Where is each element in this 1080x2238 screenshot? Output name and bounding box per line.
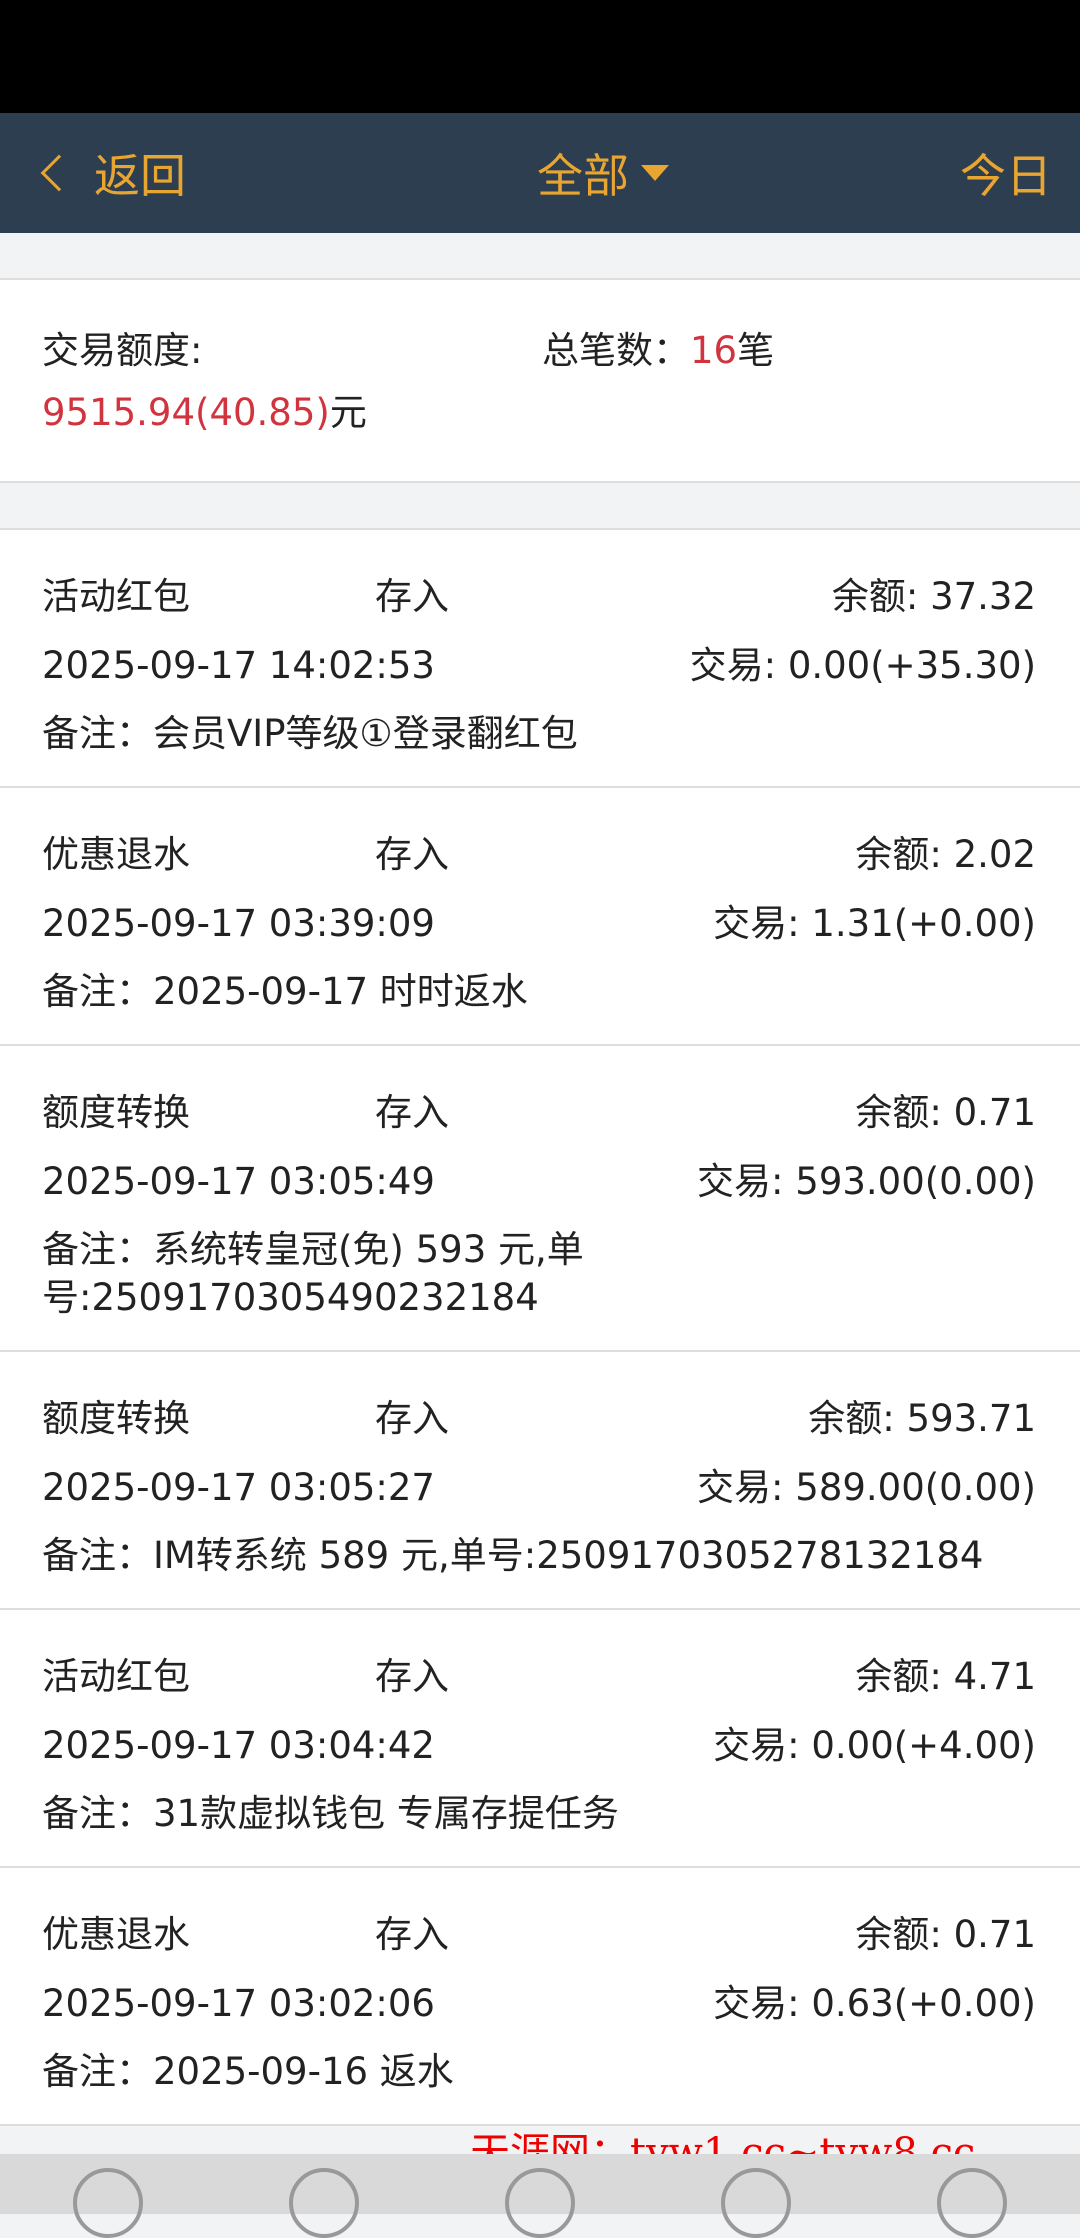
item-note: 备注：系统转皇冠(免) 593 元,单号:2509170305490232184 xyxy=(42,1228,584,1319)
item-trade: 交易: 1.31(+0.00) xyxy=(713,902,1036,945)
limit-label: 交易额度: xyxy=(42,329,203,372)
item-balance: 余额: 37.32 xyxy=(831,575,1036,618)
item-note: 备注：2025-09-16 返水 xyxy=(42,2050,454,2093)
browser-toolbar xyxy=(0,2154,1080,2238)
transaction-list: 活动红包 存入 余额: 37.32 2025-09-17 14:02:53 交易: 0… xyxy=(0,528,1080,2126)
item-time: 2025-09-17 03:02:06 xyxy=(42,1982,435,2025)
transaction-item: 优惠退水 存入 余额: 2.02 2025-09-17 03:39:09 交易: 1.… xyxy=(0,788,1080,1046)
item-balance: 余额: 0.71 xyxy=(855,1913,1036,1956)
item-time: 2025-09-17 03:05:49 xyxy=(42,1160,435,1203)
forward-nav-icon[interactable] xyxy=(289,2168,359,2238)
item-direction: 存入 xyxy=(375,575,449,618)
item-type: 额度转换 xyxy=(42,1091,190,1134)
back-label: 返回 xyxy=(94,149,186,203)
item-note: 备注：31款虚拟钱包 专属存提任务 xyxy=(42,1792,619,1835)
item-note: 备注：会员VIP等级①登录翻红包 xyxy=(42,712,578,755)
chevron-left-icon xyxy=(40,154,78,192)
back-nav-icon[interactable] xyxy=(73,2168,143,2238)
item-note: 备注：2025-09-17 时时返水 xyxy=(42,970,528,1013)
item-note: 备注：IM转系统 589 元,单号:2509170305278132184 xyxy=(42,1534,984,1577)
summary-card: 交易额度: 9515.94(40.85)元 总笔数：16笔 xyxy=(0,278,1080,483)
item-time: 2025-09-17 03:04:42 xyxy=(42,1724,435,1767)
item-direction: 存入 xyxy=(375,1913,449,1956)
back-button[interactable]: 返回 xyxy=(36,140,186,206)
item-type: 额度转换 xyxy=(42,1397,190,1440)
count-label: 总笔数： xyxy=(542,329,690,372)
refresh-icon[interactable] xyxy=(721,2168,791,2238)
item-trade: 交易: 0.00(+35.30) xyxy=(689,644,1036,687)
item-time: 2025-09-17 03:39:09 xyxy=(42,902,435,945)
item-balance: 余额: 2.02 xyxy=(855,833,1036,876)
status-bar xyxy=(0,0,1080,113)
transaction-item: 活动红包 存入 余额: 37.32 2025-09-17 14:02:53 交易: 0… xyxy=(0,530,1080,788)
filter-label: 全部 xyxy=(537,149,629,203)
item-direction: 存入 xyxy=(375,1091,449,1134)
item-time: 2025-09-17 14:02:53 xyxy=(42,644,435,687)
limit-unit: 元 xyxy=(329,391,367,434)
item-balance: 余额: 0.71 xyxy=(855,1091,1036,1134)
caret-down-icon xyxy=(641,165,669,181)
item-trade: 交易: 593.00(0.00) xyxy=(697,1160,1036,1203)
filter-dropdown[interactable]: 全部 xyxy=(537,140,669,206)
transaction-item: 额度转换 存入 余额: 593.71 2025-09-17 03:05:27 交易: … xyxy=(0,1352,1080,1610)
menu-icon[interactable] xyxy=(937,2168,1007,2238)
item-type: 活动红包 xyxy=(42,1655,190,1698)
limit-value: 9515.94(40.85) xyxy=(42,391,330,434)
home-icon[interactable] xyxy=(505,2168,575,2238)
item-balance: 余额: 4.71 xyxy=(855,1655,1036,1698)
count-value: 16 xyxy=(690,329,738,372)
item-type: 优惠退水 xyxy=(42,1913,190,1956)
transaction-item: 活动红包 存入 余额: 4.71 2025-09-17 03:04:42 交易: 0.… xyxy=(0,1610,1080,1868)
transaction-item: 优惠退水 存入 余额: 0.71 2025-09-17 03:02:06 交易: 0.… xyxy=(0,1868,1080,2126)
count-unit: 笔 xyxy=(737,329,775,372)
header: 返回 全部 今日 xyxy=(0,113,1080,233)
today-button[interactable]: 今日 xyxy=(960,149,1052,203)
item-direction: 存入 xyxy=(375,833,449,876)
item-direction: 存入 xyxy=(375,1397,449,1440)
item-trade: 交易: 0.00(+4.00) xyxy=(713,1724,1036,1767)
item-time: 2025-09-17 03:05:27 xyxy=(42,1466,435,1509)
item-type: 优惠退水 xyxy=(42,833,190,876)
item-balance: 余额: 593.71 xyxy=(808,1397,1036,1440)
transaction-item: 额度转换 存入 余额: 0.71 2025-09-17 03:05:49 交易: 59… xyxy=(0,1046,1080,1352)
item-type: 活动红包 xyxy=(42,575,190,618)
item-trade: 交易: 0.63(+0.00) xyxy=(713,1982,1036,2025)
item-trade: 交易: 589.00(0.00) xyxy=(697,1466,1036,1509)
item-direction: 存入 xyxy=(375,1655,449,1698)
